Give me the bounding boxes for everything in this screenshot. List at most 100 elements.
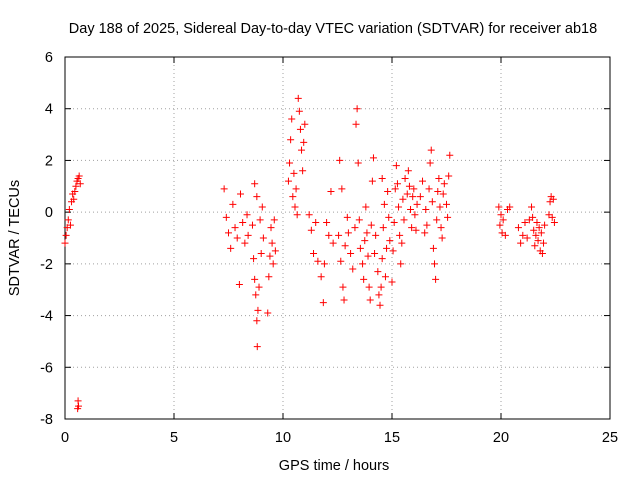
chart-title: Day 188 of 2025, Sidereal Day-to-day VTE…	[69, 21, 597, 37]
x-tick-label-0: 0	[61, 430, 69, 446]
data-point-72	[312, 218, 320, 226]
data-point-115	[378, 255, 386, 263]
data-point-69	[305, 211, 313, 219]
data-points	[61, 94, 558, 413]
data-point-35	[253, 317, 261, 325]
data-point-31	[248, 221, 256, 229]
data-point-37	[254, 306, 262, 314]
data-point-3	[64, 216, 72, 224]
data-point-87	[344, 229, 352, 237]
data-point-18	[220, 185, 228, 193]
data-point-150	[422, 206, 430, 214]
data-point-22	[229, 200, 237, 208]
data-point-32	[250, 255, 258, 263]
data-point-147	[416, 193, 424, 201]
data-point-27	[239, 218, 247, 226]
data-point-132	[397, 260, 405, 268]
plot-frame	[64, 56, 611, 420]
data-point-114	[377, 283, 385, 291]
data-point-158	[432, 275, 440, 283]
x-tick-label-4: 20	[493, 430, 509, 446]
data-point-9	[71, 187, 79, 195]
data-point-88	[336, 156, 344, 164]
y-tick-label-5: 2	[45, 153, 53, 169]
data-point-143	[410, 185, 418, 193]
data-point-130	[395, 203, 403, 211]
data-point-59	[294, 94, 302, 102]
data-point-93	[352, 120, 360, 128]
data-point-155	[428, 198, 436, 206]
data-point-152	[425, 185, 433, 193]
y-axis-ticks: -8 -6 -4 -2 0 2 4 6	[40, 50, 610, 428]
data-point-113	[376, 301, 384, 309]
data-point-182	[521, 218, 529, 226]
data-point-44	[253, 193, 261, 201]
data-point-136	[401, 175, 409, 183]
data-point-118	[381, 273, 389, 281]
data-point-145	[412, 226, 420, 234]
data-point-14	[76, 180, 84, 188]
data-point-166	[440, 180, 448, 188]
data-point-56	[288, 115, 296, 123]
data-point-47	[266, 252, 274, 260]
data-point-33	[251, 275, 259, 283]
data-point-116	[379, 224, 387, 232]
data-point-75	[319, 299, 327, 307]
data-point-124	[388, 278, 396, 286]
data-point-17	[74, 405, 82, 413]
data-point-79	[327, 187, 335, 195]
data-point-82	[337, 257, 345, 265]
data-point-83	[339, 283, 347, 291]
data-point-175	[499, 216, 507, 224]
data-point-29	[243, 211, 251, 219]
data-point-74	[317, 273, 325, 281]
data-point-144	[411, 211, 419, 219]
data-point-5	[66, 221, 74, 229]
data-point-121	[385, 213, 393, 221]
y-axis-label: SDTVAR / TECUs	[7, 180, 23, 296]
data-point-71	[310, 250, 318, 258]
data-point-203	[550, 218, 558, 226]
data-point-76	[320, 260, 328, 268]
data-point-107	[368, 177, 376, 185]
data-point-133	[398, 239, 406, 247]
data-point-58	[292, 185, 300, 193]
data-point-105	[366, 296, 374, 304]
data-point-164	[438, 234, 446, 242]
data-point-146	[413, 200, 421, 208]
data-point-172	[496, 221, 504, 229]
data-point-181	[519, 231, 527, 239]
data-point-38	[255, 283, 263, 291]
data-point-123	[378, 175, 386, 183]
data-point-86	[343, 213, 351, 221]
data-point-191	[534, 237, 542, 245]
data-point-0	[61, 239, 69, 247]
data-point-94	[353, 105, 361, 113]
data-point-30	[244, 231, 252, 239]
data-point-81	[335, 231, 343, 239]
data-point-53	[284, 177, 292, 185]
data-point-41	[258, 203, 266, 211]
y-tick-label-0: -8	[40, 412, 53, 428]
data-point-101	[362, 203, 370, 211]
data-point-48	[267, 224, 275, 232]
data-point-100	[361, 237, 369, 245]
data-point-98	[359, 260, 367, 268]
data-point-180	[517, 239, 525, 247]
data-point-187	[530, 226, 538, 234]
data-point-57	[290, 169, 298, 177]
data-point-43	[251, 180, 259, 188]
data-point-196	[540, 239, 548, 247]
data-point-194	[537, 229, 545, 237]
data-point-97	[356, 244, 364, 252]
x-tick-label-2: 10	[275, 430, 291, 446]
data-point-26	[236, 190, 244, 198]
data-point-23	[231, 224, 239, 232]
data-point-119	[383, 244, 391, 252]
data-point-54	[286, 159, 294, 167]
data-point-162	[436, 203, 444, 211]
data-point-108	[369, 154, 377, 162]
data-point-122	[386, 237, 394, 245]
y-tick-label-4: 0	[45, 205, 53, 221]
